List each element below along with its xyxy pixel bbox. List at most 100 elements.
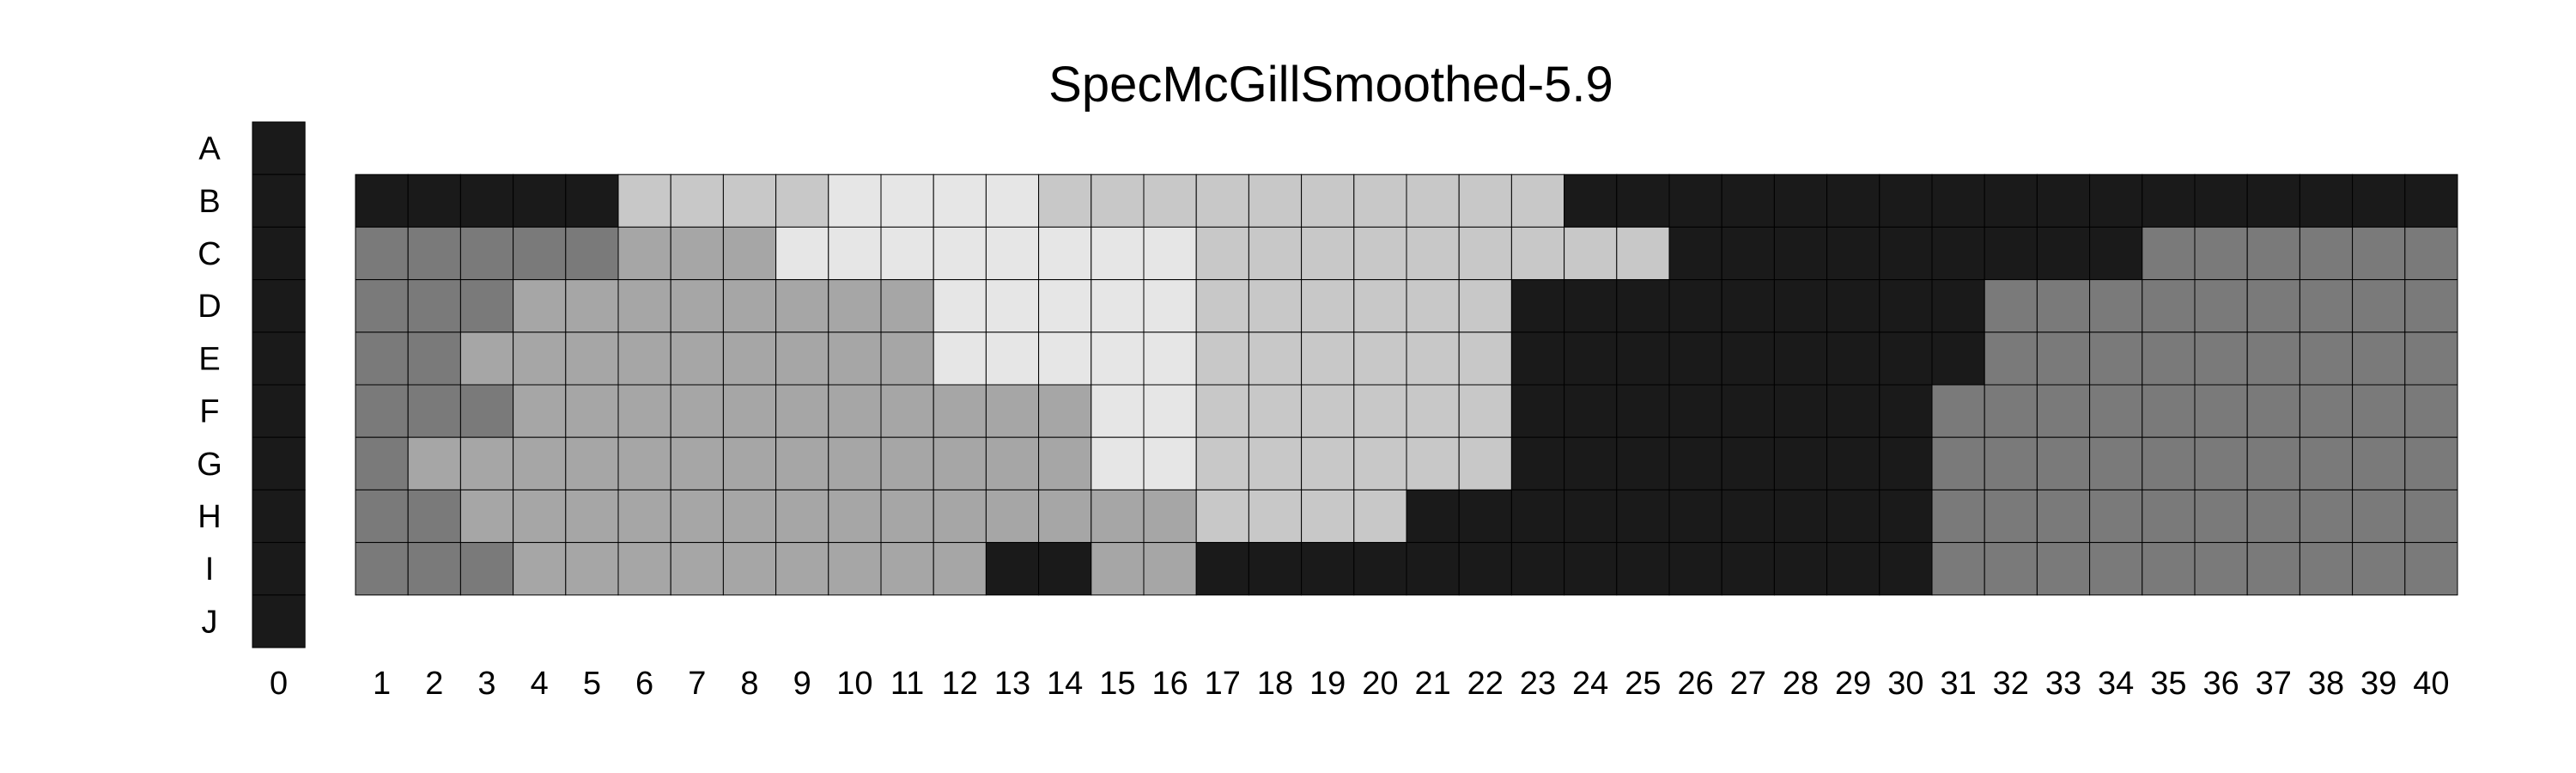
cell-F-10	[828, 384, 882, 438]
cell-F-34	[2089, 384, 2143, 438]
cell-G-2	[407, 436, 461, 490]
cell-I-14	[1038, 542, 1092, 596]
cell-D-11	[880, 279, 934, 333]
cell-E-15	[1091, 332, 1145, 386]
cell-G-6	[617, 436, 671, 490]
col-label-33: 33	[2045, 666, 2081, 702]
cell-G-25	[1616, 436, 1670, 490]
row-label-J: J	[202, 604, 218, 640]
cell-I-28	[1773, 542, 1828, 596]
cell-E-25	[1616, 332, 1670, 386]
col-label-26: 26	[1677, 666, 1713, 702]
cell-H-31	[1931, 489, 1985, 544]
cell-C-16	[1143, 226, 1197, 281]
cell-I-3	[459, 542, 514, 596]
cell-I-18	[1248, 542, 1303, 596]
cell-I-6	[617, 542, 671, 596]
cell-F-17	[1195, 384, 1249, 438]
cell-I-12	[933, 542, 987, 596]
cell-D-15	[1091, 279, 1145, 333]
col-label-16: 16	[1151, 666, 1188, 702]
cell-I-20	[1353, 542, 1407, 596]
col-label-11: 11	[890, 666, 924, 702]
cell-B-14	[1038, 173, 1092, 228]
cell-I-19	[1301, 542, 1355, 596]
cell-F-25	[1616, 384, 1670, 438]
cell-B-16	[1143, 173, 1197, 228]
cell-F-14	[1038, 384, 1092, 438]
cell-E-17	[1195, 332, 1249, 386]
cell-C-35	[2142, 226, 2196, 281]
cell-G-3	[459, 436, 514, 490]
cell-H-21	[1406, 489, 1460, 544]
cell-E-13	[985, 332, 1040, 386]
cell-E-7	[670, 332, 724, 386]
cell-I-35	[2142, 542, 2196, 596]
cell-B-30	[1879, 173, 1933, 228]
cell-G-38	[2299, 436, 2354, 490]
cell-C-13	[985, 226, 1040, 281]
heatmap-grid	[355, 173, 2458, 596]
cell-H-22	[1458, 489, 1512, 544]
col-label-39: 39	[2360, 666, 2397, 702]
cell-I-22	[1458, 542, 1512, 596]
cell-B-34	[2089, 173, 2143, 228]
cell-E-29	[1826, 332, 1880, 386]
cell-C-17	[1195, 226, 1249, 281]
cell-G-28	[1773, 436, 1828, 490]
cell-I-11	[880, 542, 934, 596]
cell-G-9	[775, 436, 829, 490]
cell-C-24	[1564, 226, 1618, 281]
cell-C-30	[1879, 226, 1933, 281]
cell-E-36	[2194, 332, 2248, 386]
cell-B-25	[1616, 173, 1670, 228]
col-label-20: 20	[1362, 666, 1398, 702]
cell-E-33	[2036, 332, 2091, 386]
cell-B-15	[1091, 173, 1145, 228]
cell-G-18	[1248, 436, 1303, 490]
cell-G-15	[1091, 436, 1145, 490]
col-label-13: 13	[994, 666, 1030, 702]
col-label-0: 0	[270, 666, 288, 702]
cell-I-29	[1826, 542, 1880, 596]
col-label-9: 9	[793, 666, 811, 702]
cell-E-38	[2299, 332, 2354, 386]
cell-H-32	[1984, 489, 2038, 544]
cell-B-8	[722, 173, 777, 228]
cell-D-9	[775, 279, 829, 333]
cell-B-12	[933, 173, 987, 228]
cell-I-9	[775, 542, 829, 596]
cell-G-7	[670, 436, 724, 490]
cell-D-30	[1879, 279, 1933, 333]
cell-D-25	[1616, 279, 1670, 333]
cell-F-26	[1668, 384, 1722, 438]
cell-E-31	[1931, 332, 1985, 386]
cell-E-35	[2142, 332, 2196, 386]
cell-C-14	[1038, 226, 1092, 281]
cell-G-17	[1195, 436, 1249, 490]
row-label-A: A	[198, 131, 221, 167]
cell-F-7	[670, 384, 724, 438]
cell-H-20	[1353, 489, 1407, 544]
cell-E-10	[828, 332, 882, 386]
chart-title: SpecMcGillSmoothed-5.9	[1048, 57, 1613, 113]
cell-E-20	[1353, 332, 1407, 386]
cell-E-3	[459, 332, 514, 386]
cell-B-36	[2194, 173, 2248, 228]
cell-F-22	[1458, 384, 1512, 438]
cell-I-26	[1668, 542, 1722, 596]
col-label-19: 19	[1309, 666, 1346, 702]
cell-I-38	[2299, 542, 2354, 596]
cell-C-21	[1406, 226, 1460, 281]
cell-D-6	[617, 279, 671, 333]
cell-D-17	[1195, 279, 1249, 333]
cell-G-21	[1406, 436, 1460, 490]
cell-F-15	[1091, 384, 1145, 438]
cell-B-10	[828, 173, 882, 228]
cell-F-4	[513, 384, 567, 438]
cell-C-11	[880, 226, 934, 281]
cell-C-12	[933, 226, 987, 281]
cell-F-1	[355, 384, 409, 438]
cell-B-13	[985, 173, 1040, 228]
cell-F-40	[2404, 384, 2458, 438]
